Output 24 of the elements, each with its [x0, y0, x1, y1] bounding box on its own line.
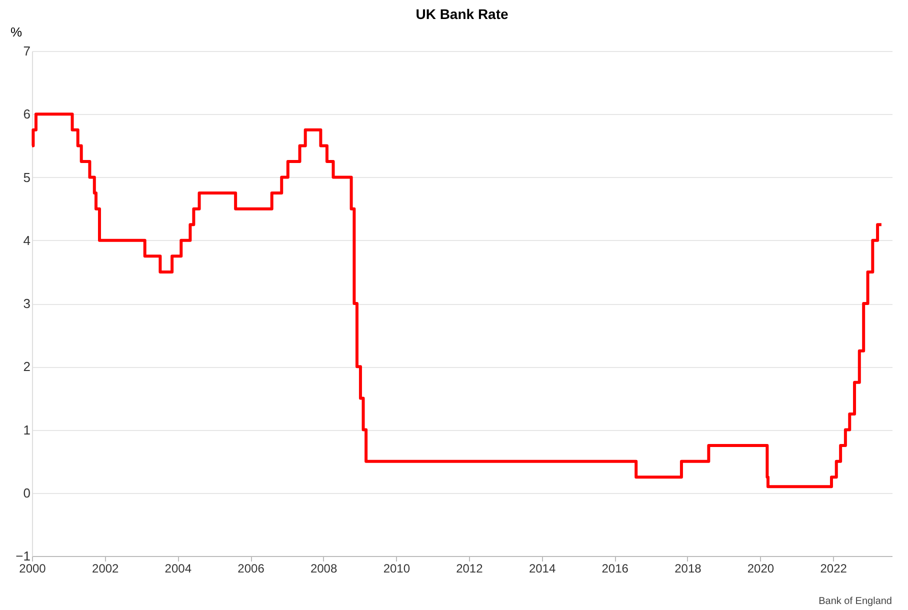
x-tick-label: 2020 — [747, 562, 774, 576]
x-tick-label: 2022 — [820, 562, 848, 576]
y-tick-label: 0 — [23, 485, 30, 500]
x-tick-label: 2004 — [164, 562, 192, 576]
y-tick-label: 7 — [23, 44, 30, 58]
y-tick-label: 4 — [23, 232, 30, 248]
y-tick-label: −1 — [16, 548, 30, 564]
chart-title: UK Bank Rate — [416, 6, 508, 22]
x-tick-label: 2010 — [383, 562, 410, 576]
x-tick-label: 2008 — [310, 562, 338, 576]
y-tick-label: 1 — [23, 422, 30, 438]
y-tick-label: 3 — [23, 296, 30, 311]
text: Bank of England — [818, 596, 892, 607]
x-tick-label: 2018 — [674, 562, 702, 576]
x-tick-label: 2006 — [238, 562, 265, 576]
x-tick-label: 2016 — [602, 562, 629, 576]
y-tick-label: 6 — [23, 106, 30, 122]
x-tick-label: 2002 — [92, 562, 120, 576]
x-tick-label: 2000 — [19, 562, 46, 576]
y-tick-label: 2 — [23, 359, 30, 374]
y-tick-label: 5 — [23, 170, 30, 185]
x-tick-label: 2012 — [456, 562, 484, 576]
x-tick-label: 2014 — [528, 562, 556, 576]
y-axis-title: % — [10, 24, 22, 40]
